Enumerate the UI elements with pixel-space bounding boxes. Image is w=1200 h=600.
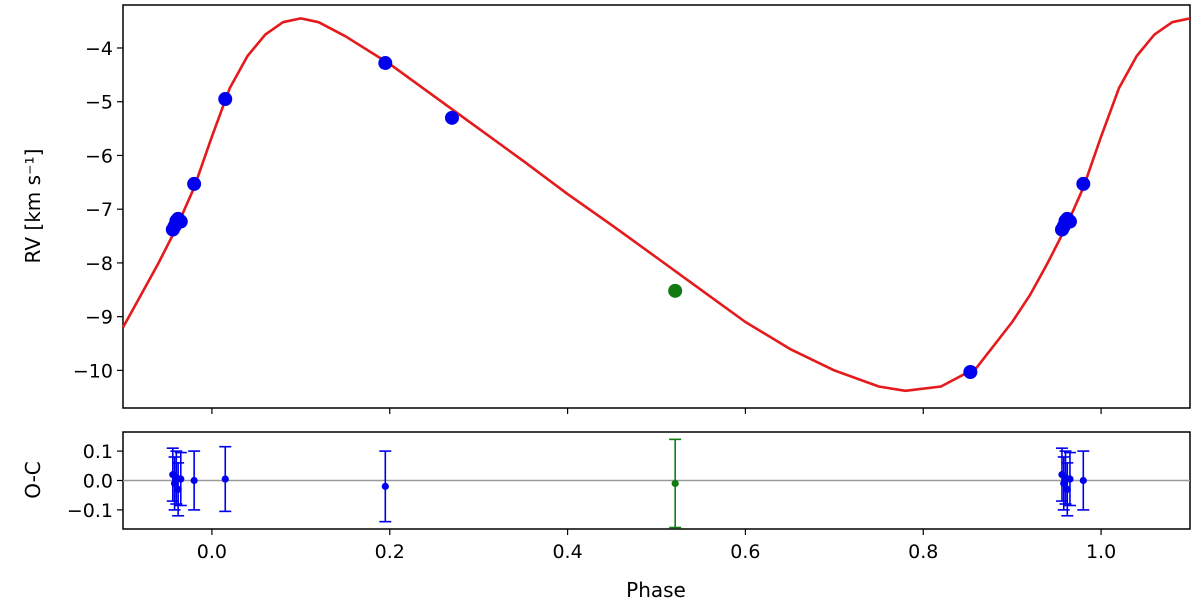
residual-errorbar-s0-6 — [219, 445, 232, 513]
rv-point-s0-4 — [173, 214, 188, 229]
residual-xtick-label-3: 0.6 — [730, 541, 760, 563]
rv-y-axis-label: RV [km s⁻¹] — [21, 149, 45, 264]
residual-ytick-label-1: 0.0 — [83, 471, 113, 493]
residual-point — [1063, 485, 1071, 493]
residual-xtick-label-4: 0.8 — [908, 541, 938, 563]
residual-xtick-label-5: 1.0 — [1086, 541, 1116, 563]
rv-ylabel: RV [km s⁻¹] — [21, 149, 45, 264]
residual-point — [221, 475, 229, 483]
rv-point-s0-7 — [378, 56, 393, 71]
residual-x-ticks: 0.0 0.2 0.4 0.6 0.8 1.0 — [197, 529, 1116, 563]
rv-point-s0-5 — [187, 176, 202, 191]
residual-y-ticks: 0.1 0.0 −0.1 — [67, 441, 123, 522]
rv-ytick-label-6: −10 — [73, 360, 113, 382]
rv-ytick-label-1: −5 — [85, 92, 113, 114]
residual-panel: 0.1 0.0 −0.1 0.0 0.2 0.4 0.6 0.8 1.0 O-C Phase — [21, 431, 1191, 600]
residual-errorbar-s0-5 — [188, 450, 201, 511]
residual-errorbar-s0-11 — [1061, 462, 1074, 517]
residual-errorbar-s0-7 — [379, 450, 392, 523]
residual-point — [190, 476, 198, 485]
residual-ytick-label-0: 0.1 — [83, 441, 113, 463]
rv-point-s0-6 — [218, 92, 233, 107]
residual-errorbar-s0-4 — [174, 451, 187, 507]
rv-y-ticks: −4 −5 −6 −7 −8 −9 −10 — [73, 38, 123, 382]
residual-ylabel: O-C — [21, 461, 45, 498]
phase-xlabel: Phase — [626, 578, 686, 600]
residual-point — [1066, 475, 1074, 483]
residual-plot-content — [123, 438, 1190, 529]
residual-errorbar-s0-12 — [1063, 451, 1076, 507]
residual-point — [177, 475, 185, 483]
rv-ytick-label-5: −9 — [85, 307, 113, 329]
rv-point-s0-14 — [1062, 214, 1077, 229]
residual-ytick-label-2: −0.1 — [67, 500, 113, 522]
residual-errorbar-s1-0 — [669, 438, 682, 529]
rv-point-s0-9 — [963, 364, 978, 379]
residual-errorbar-s0-13 — [1077, 450, 1090, 511]
residual-point — [1079, 476, 1087, 485]
residual-errorbar-s0-3 — [172, 462, 185, 517]
rv-panel-frame — [122, 4, 1191, 409]
residual-point — [671, 479, 679, 488]
residual-point — [174, 485, 182, 493]
residual-xtick-label-0: 0.0 — [197, 541, 227, 563]
rv-point-s1-0 — [668, 283, 683, 298]
rv-ytick-label-4: −8 — [85, 253, 113, 275]
rv-plot-content — [121, 17, 1191, 393]
rv-ytick-label-0: −4 — [85, 38, 113, 60]
residual-xtick-label-2: 0.4 — [552, 541, 582, 563]
residual-point — [381, 482, 389, 490]
rv-point-s0-15 — [1076, 176, 1091, 191]
rv-ytick-label-2: −6 — [85, 145, 113, 167]
rv-ytick-label-3: −7 — [85, 199, 113, 221]
residual-y-axis-label: O-C — [21, 461, 45, 498]
rv-x-ticks — [211, 408, 1102, 414]
rv-model-curve — [121, 17, 1191, 393]
residual-xtick-label-1: 0.2 — [375, 541, 405, 563]
rv-panel: −4 −5 −6 −7 −8 −9 −10 RV [km s⁻¹] — [21, 4, 1191, 414]
rv-point-s0-8 — [444, 110, 459, 125]
